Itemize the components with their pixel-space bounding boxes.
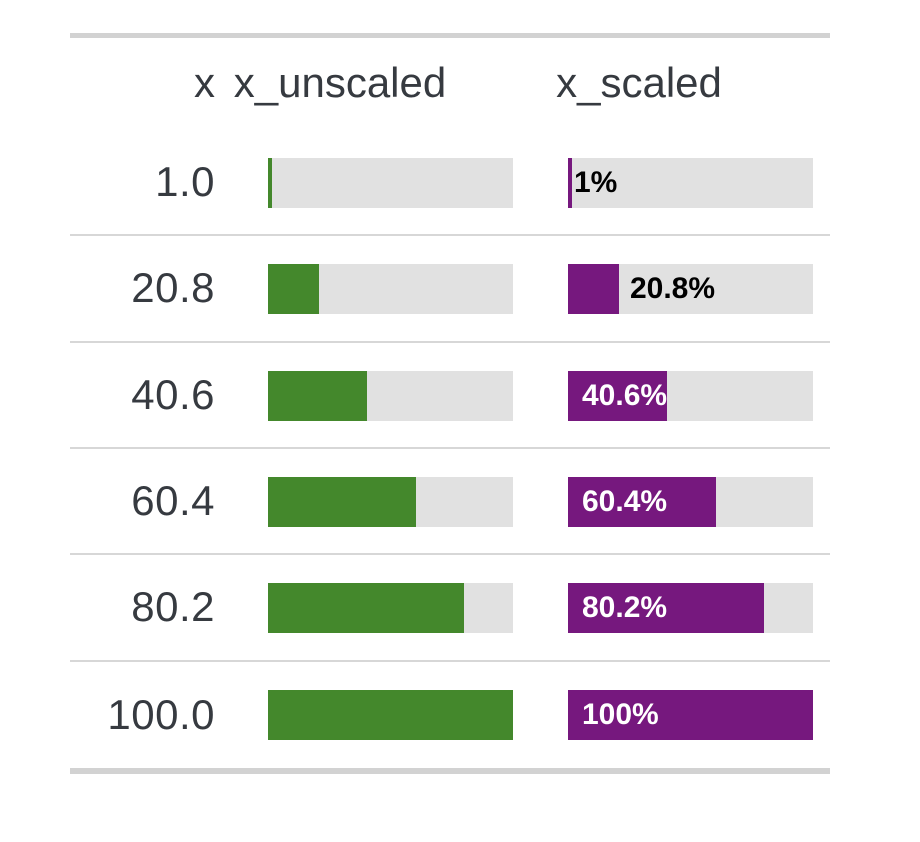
table-header-row: x x_unscaled x_scaled <box>70 38 830 127</box>
table-top-border <box>70 33 830 38</box>
unscaled-bar-track <box>268 689 513 740</box>
scaled-bar-label: 100% <box>582 697 659 731</box>
x-value: 100.0 <box>107 690 215 738</box>
unscaled-bar-track <box>268 476 513 527</box>
table-row: 100.0 100% <box>70 662 830 768</box>
unscaled-bar-fill <box>268 476 416 527</box>
table-body: 1.0 1% 20.8 20.8% <box>70 130 830 768</box>
scaled-bar-fill <box>568 583 765 634</box>
unscaled-bar-fill <box>268 370 368 421</box>
table-row: 40.6 40.6% <box>70 343 830 449</box>
scaled-bar-fill <box>568 370 668 421</box>
scaled-bar-label: 20.8% <box>629 272 716 306</box>
scaled-bar-fill <box>568 264 619 315</box>
x-value: 20.8 <box>131 264 215 312</box>
table-row: 1.0 1% <box>70 130 830 237</box>
unscaled-bar-fill <box>268 158 272 208</box>
scaled-bar-track: 80.2% <box>568 583 813 634</box>
unscaled-bar-track <box>268 370 513 421</box>
scaled-bar-label: 40.6% <box>582 378 668 412</box>
scaled-bar-fill <box>568 158 572 208</box>
table-row: 20.8 20.8% <box>70 236 830 343</box>
unscaled-bar-track <box>268 158 513 208</box>
x-value: 60.4 <box>131 477 215 525</box>
column-header-x: x <box>70 38 215 127</box>
scaled-bar-label: 80.2% <box>582 591 668 625</box>
x-value: 80.2 <box>131 583 215 631</box>
column-header-x-unscaled: x_unscaled <box>220 38 460 127</box>
table-row: 60.4 60.4% <box>70 449 830 556</box>
column-header-x-scaled-label: x_scaled <box>556 58 722 106</box>
x-value: 1.0 <box>155 158 215 206</box>
unscaled-bar-fill <box>268 264 319 315</box>
column-header-x-unscaled-label: x_unscaled <box>233 58 447 106</box>
column-header-x-label: x <box>194 58 215 106</box>
scaled-bar-label: 60.4% <box>582 484 668 518</box>
scaled-bar-track: 100% <box>568 689 813 740</box>
scaled-bar-fill <box>568 689 813 740</box>
unscaled-bar-fill <box>268 583 465 634</box>
scaled-bar-label: 1% <box>574 166 618 199</box>
scaled-bar-track: 20.8% <box>568 264 813 315</box>
table-bottom-border <box>70 768 830 774</box>
unscaled-bar-track <box>268 264 513 315</box>
unscaled-bar-track <box>268 583 513 634</box>
column-header-x-scaled: x_scaled <box>519 38 759 127</box>
scaled-bar-track: 1% <box>568 158 813 208</box>
scaled-bar-track: 40.6% <box>568 370 813 421</box>
unscaled-bar-fill <box>268 689 513 740</box>
table-row: 80.2 80.2% <box>70 555 830 662</box>
scaled-bar-fill <box>568 476 716 527</box>
scaled-bar-track: 60.4% <box>568 476 813 527</box>
x-value: 40.6 <box>131 370 215 418</box>
